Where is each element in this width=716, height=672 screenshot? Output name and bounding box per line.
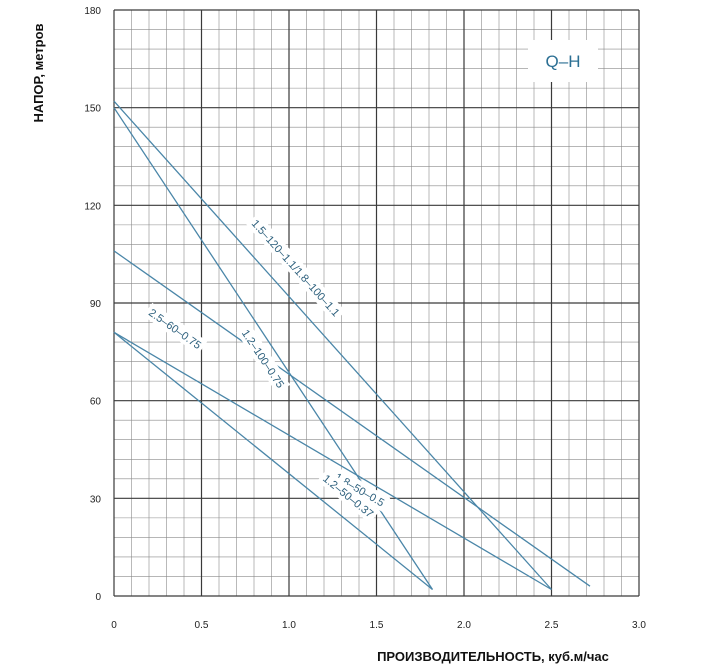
y-tick-label: 180: [84, 6, 101, 17]
y-tick-label: 150: [84, 104, 101, 115]
series-label-background: [317, 468, 380, 524]
series-label-background: [236, 323, 291, 394]
series-label: 2.5–60–0.75: [146, 307, 203, 352]
series-label-group: 1.5–120–1.1/1.8–100–1.1: [246, 213, 346, 323]
x-tick-label: 0.5: [195, 620, 209, 631]
series-line-1: [113, 107, 434, 590]
y-tick-label: 90: [90, 299, 102, 310]
x-tick-label: 1.0: [282, 620, 296, 631]
y-tick-label: 0: [95, 592, 101, 603]
x-tick-label: 1.5: [370, 620, 384, 631]
y-tick-label: 30: [90, 494, 102, 505]
x-tick-label: 3.0: [632, 620, 646, 631]
x-tick-label: 2.5: [545, 620, 559, 631]
major-grid: [113, 9, 640, 597]
legend-label: Q–H: [546, 52, 581, 71]
series-line-2: [113, 100, 552, 590]
series-label-background: [329, 467, 391, 512]
y-tick-labels: 0 30 60 90 120 150 180: [84, 6, 101, 603]
legend-box: Q–H: [528, 40, 598, 82]
series-lines: [113, 100, 591, 591]
series-line-4: [113, 331, 552, 591]
x-tick-labels: 0 0.5 1.0 1.5 2.0 2.5 3.0: [111, 620, 646, 631]
x-tick-label: 2.0: [457, 620, 471, 631]
series-line-3: [113, 250, 591, 587]
y-tick-label: 120: [84, 201, 101, 212]
y-axis-title: НАПОР, метров: [31, 23, 46, 122]
x-axis-title: ПРОИЗВОДИТЕЛЬНОСТЬ, куб.м/час: [377, 649, 609, 664]
y-tick-label: 60: [90, 397, 102, 408]
x-tick-label: 0: [111, 620, 117, 631]
series-label-background: [246, 213, 346, 323]
series-label-background: [143, 302, 208, 355]
legend-box-background: [528, 40, 598, 82]
series-line-5: [113, 331, 433, 591]
